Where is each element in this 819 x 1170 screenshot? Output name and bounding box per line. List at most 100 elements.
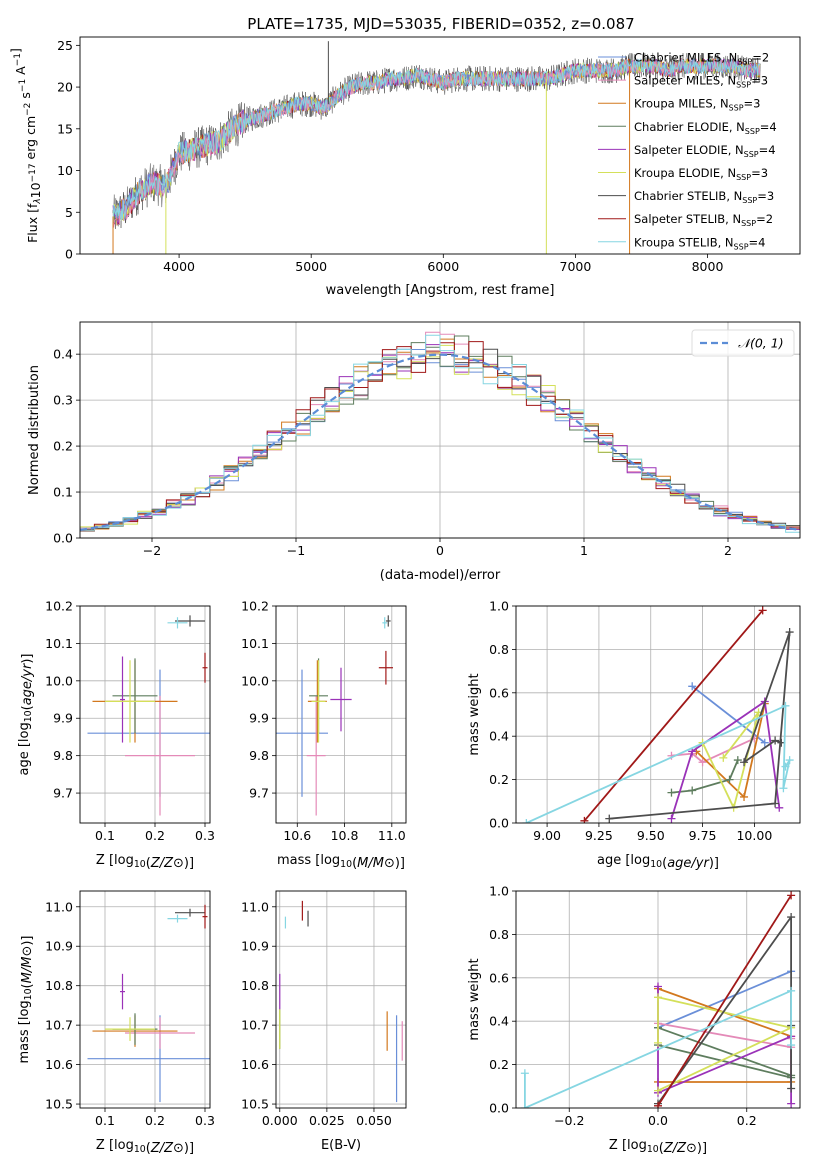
errorbar-salpeter-elodie [330, 667, 352, 732]
x-tick-label: 9.75 [689, 828, 717, 843]
weight-point [719, 753, 728, 762]
weight-point [787, 891, 796, 900]
plot-marks [279, 900, 403, 1103]
x-tick-label: 0.3 [195, 828, 215, 843]
y-tick-label: 10.7 [45, 1018, 73, 1033]
errorbar-salpeter-stelib [378, 650, 393, 685]
weight-line [671, 759, 739, 794]
x-axis-label: Z [log10(Z/Z⊙)] [96, 1138, 194, 1156]
figure-title: PLATE=1735, MJD=53035, FIBERID=0352, z=0… [247, 15, 634, 33]
histogram-chabrier-stelib [80, 348, 800, 530]
x-axis-label: wavelength [Angstrom, rest frame] [326, 283, 555, 298]
y-tick-label: 9.7 [53, 786, 73, 801]
x-axis-label: mass [log10(M/M⊙)] [277, 853, 405, 871]
axes-frame [79, 321, 801, 539]
weight-point [698, 758, 707, 767]
weight-point [775, 803, 784, 812]
weight-point [580, 816, 589, 823]
x-tick-label: 10.8 [331, 828, 359, 843]
y-tick-label: 0.2 [489, 772, 509, 787]
plot-marks [87, 904, 210, 1103]
weight-line [524, 989, 792, 1108]
y-tick-label: 25 [57, 38, 73, 53]
y-tick-label: 0.8 [489, 642, 509, 657]
weight-line [670, 700, 781, 819]
x-tick-label: −2 [143, 543, 161, 558]
x-tick-label: −0.2 [554, 1113, 584, 1128]
weight-point [787, 1084, 796, 1093]
errorbar-chabrier-elodie [112, 658, 158, 734]
y-tick-label: 10.2 [241, 599, 269, 614]
y-tick-label: 11.0 [241, 899, 269, 914]
axes-frame [79, 890, 211, 1109]
y-tick-label: 0.4 [53, 347, 73, 362]
x-tick-label: 0.2 [737, 1113, 757, 1128]
legend-entry: Kroupa MILES, NSSP=3 [634, 97, 760, 113]
y-axis-label: age [log10(age/yr)] [17, 653, 35, 775]
x-tick-label: 1 [580, 543, 588, 558]
axes-frame [79, 605, 211, 824]
y-tick-label: 0.0 [489, 1101, 509, 1116]
weight-point [740, 792, 749, 801]
y-tick-label: 10.8 [45, 978, 73, 993]
weight-point [725, 775, 734, 784]
y-tick-label: 0.8 [489, 927, 509, 942]
weight-point [781, 701, 790, 710]
plot-marks [522, 606, 794, 823]
weight-series-kroupa-stelib [520, 986, 796, 1108]
y-tick-label: 10.7 [241, 1018, 269, 1033]
weight-point [688, 682, 697, 691]
legend-entry: Chabrier ELODIE, NSSP=4 [634, 120, 777, 136]
weight-series-chabrier-elodie [667, 756, 742, 797]
axes-frame [515, 605, 801, 824]
y-tick-label: 9.7 [249, 786, 269, 801]
errorbar-kroupa-elodie [105, 660, 155, 743]
legend-entry: Chabrier STELIB, NSSP=3 [634, 189, 774, 205]
panel-age_vs_z: 0.1 0.2 0.3 9.7 9.8 9.9 10.0 10.1 10.2 Z [log10(Z… [17, 599, 215, 872]
x-tick-label: 0.000 [262, 1113, 298, 1128]
x-tick-label: 8000 [692, 259, 724, 274]
weight-line [657, 996, 792, 1092]
weight-point [654, 982, 662, 991]
errorbar-chabrier-miles [276, 669, 328, 797]
errorbar-salpeter-elodie [120, 973, 125, 1010]
y-tick-label: 0.4 [489, 729, 509, 744]
x-axis-label: age [log10(age/yr)] [597, 853, 719, 871]
x-tick-label: 0.025 [309, 1113, 345, 1128]
weight-point [785, 628, 794, 637]
y-tick-label: 10.1 [241, 636, 269, 651]
weight-point [654, 1086, 662, 1095]
weight-point [787, 986, 796, 995]
plot-marks [112, 41, 761, 254]
plot-marks [80, 331, 800, 533]
x-axis-label: Z [log10(Z/Z⊙)] [96, 853, 194, 871]
y-tick-label: 10.5 [241, 1097, 269, 1112]
weight-point [771, 799, 780, 808]
weight-line [583, 609, 764, 822]
x-axis-label: (data-model)/error [380, 568, 501, 583]
y-tick-label: 10.6 [241, 1057, 269, 1072]
errorbar-chabrier-stelib [385, 615, 391, 627]
x-tick-label: 0.0 [648, 1113, 668, 1128]
x-tick-label: 9.25 [585, 828, 613, 843]
errorbar-salpeter-elodie [120, 656, 125, 743]
axes-frame [275, 890, 407, 1109]
legend-entry: Salpeter MILES, NSSP=3 [634, 74, 768, 90]
weight-series-salpeter-stelib [654, 891, 796, 1108]
weight-point [787, 1099, 796, 1108]
weight-point [605, 814, 614, 823]
x-tick-label: 9.50 [637, 828, 665, 843]
weight-point [667, 814, 676, 823]
y-tick-label: 10.5 [45, 1097, 73, 1112]
plot-area [276, 891, 406, 1108]
panel-residuals: −2 −1 0 1 2 0.0 0.1 0.2 0.3 0.4 𝒩(0, 1) (data-model… [27, 321, 801, 583]
legend-entry: Salpeter ELODIE, NSSP=4 [634, 143, 776, 159]
y-tick-label: 5 [65, 205, 73, 220]
panel-weight_vs_age: 9.00 9.25 9.50 9.75 10.00 0.0 0.2 0.4 0.6 0.8 1.0 a… [467, 599, 801, 871]
x-tick-label: 11.0 [378, 828, 406, 843]
x-axis-label: E(B-V) [321, 1138, 361, 1153]
weight-point [667, 788, 676, 797]
errorbar-kroupa-elodie [105, 1017, 155, 1041]
weight-point [654, 993, 662, 1002]
